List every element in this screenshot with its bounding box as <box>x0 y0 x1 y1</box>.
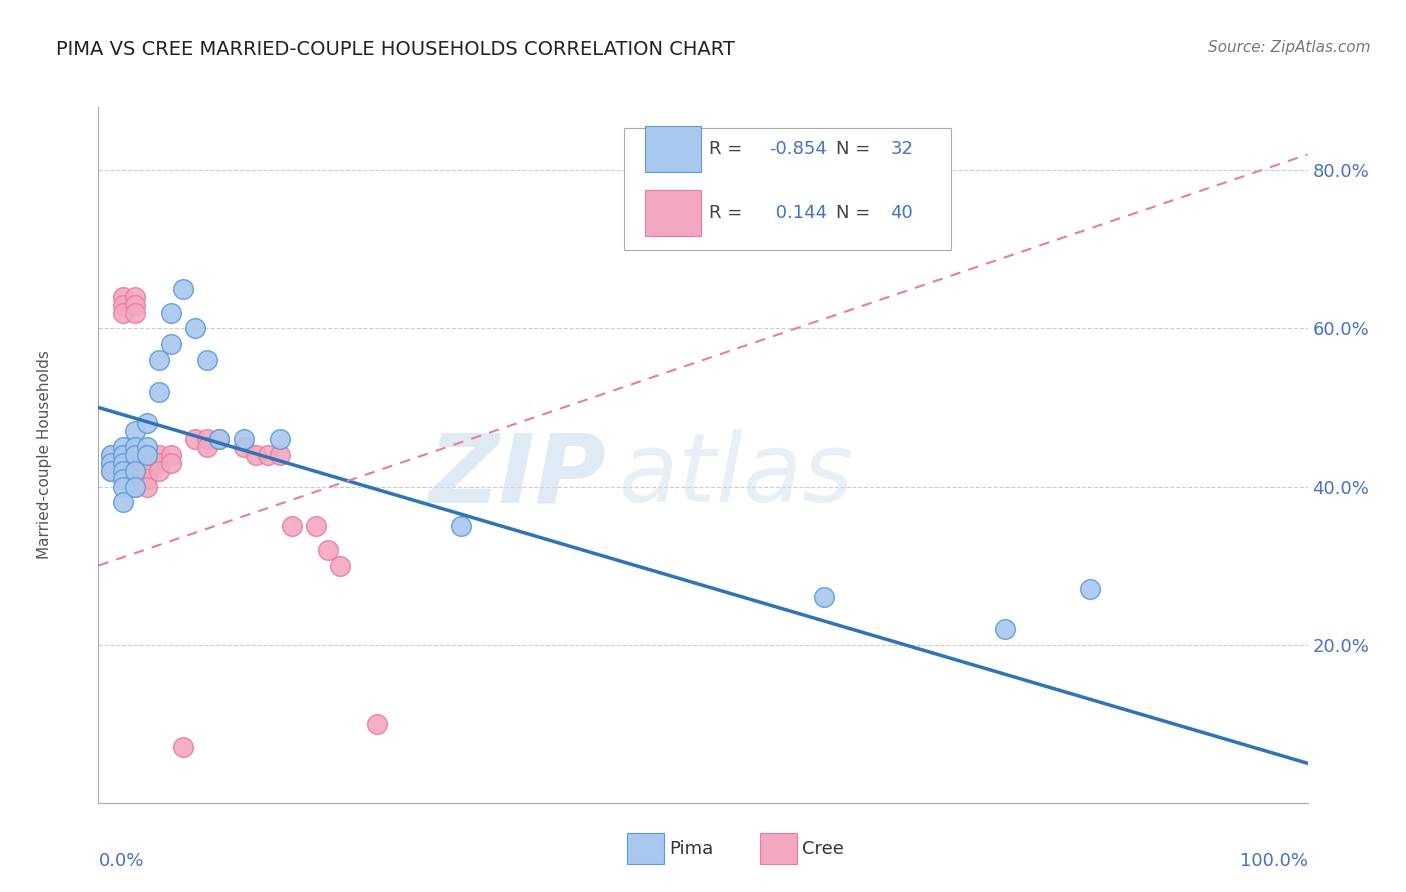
Point <box>813 591 835 605</box>
Point <box>160 305 183 319</box>
Point <box>124 298 146 312</box>
Point <box>195 353 218 368</box>
Point <box>111 298 134 312</box>
Point <box>100 456 122 470</box>
Point <box>111 472 134 486</box>
Point <box>111 495 134 509</box>
Point <box>208 432 231 446</box>
Point <box>135 472 157 486</box>
Point <box>160 448 183 462</box>
Text: -0.854: -0.854 <box>769 140 827 158</box>
Text: N =: N = <box>837 140 870 158</box>
Point <box>305 519 328 533</box>
Point <box>124 472 146 486</box>
Text: 32: 32 <box>890 140 914 158</box>
Text: 100.0%: 100.0% <box>1240 852 1308 870</box>
Point <box>160 456 183 470</box>
Point <box>135 417 157 431</box>
Text: 0.0%: 0.0% <box>98 852 143 870</box>
Point <box>111 305 134 319</box>
Point <box>366 716 388 731</box>
Point <box>329 558 352 573</box>
Point <box>111 456 134 470</box>
Point <box>172 740 194 755</box>
Text: Pima: Pima <box>669 839 713 858</box>
Point <box>256 448 278 462</box>
Point <box>124 464 146 478</box>
Point <box>111 479 134 493</box>
Point <box>281 519 304 533</box>
FancyBboxPatch shape <box>645 126 700 172</box>
Text: PIMA VS CREE MARRIED-COUPLE HOUSEHOLDS CORRELATION CHART: PIMA VS CREE MARRIED-COUPLE HOUSEHOLDS C… <box>56 40 735 59</box>
Point <box>195 432 218 446</box>
Point <box>100 448 122 462</box>
Point <box>100 464 122 478</box>
Text: Cree: Cree <box>803 839 844 858</box>
Point <box>232 432 254 446</box>
Point <box>135 456 157 470</box>
Point <box>100 456 122 470</box>
Point <box>269 448 291 462</box>
Point <box>100 464 122 478</box>
Text: Source: ZipAtlas.com: Source: ZipAtlas.com <box>1208 40 1371 55</box>
Point <box>124 424 146 438</box>
Point <box>135 464 157 478</box>
Point <box>124 479 146 493</box>
FancyBboxPatch shape <box>759 833 797 864</box>
Text: atlas: atlas <box>619 429 853 523</box>
Point <box>172 282 194 296</box>
FancyBboxPatch shape <box>624 128 950 250</box>
Point <box>111 440 134 454</box>
Text: Married-couple Households: Married-couple Households <box>37 351 52 559</box>
Point <box>148 353 170 368</box>
Point <box>124 440 146 454</box>
Point <box>245 448 267 462</box>
Point <box>450 519 472 533</box>
Text: 40: 40 <box>890 203 912 222</box>
Point <box>100 448 122 462</box>
FancyBboxPatch shape <box>627 833 664 864</box>
Text: R =: R = <box>709 140 742 158</box>
Point <box>160 337 183 351</box>
Point <box>135 448 157 462</box>
Text: 0.144: 0.144 <box>769 203 827 222</box>
Point <box>184 432 207 446</box>
Point <box>148 384 170 399</box>
Point <box>232 440 254 454</box>
Point <box>124 456 146 470</box>
Point <box>135 479 157 493</box>
Point <box>269 432 291 446</box>
Point <box>148 464 170 478</box>
Point <box>195 440 218 454</box>
Point <box>148 448 170 462</box>
Point <box>124 464 146 478</box>
FancyBboxPatch shape <box>645 190 700 235</box>
Point <box>994 622 1017 636</box>
Point <box>124 448 146 462</box>
Point <box>111 290 134 304</box>
Text: ZIP: ZIP <box>429 429 606 523</box>
Point <box>135 448 157 462</box>
Point <box>111 464 134 478</box>
Point <box>316 542 339 557</box>
Point <box>124 448 146 462</box>
Point <box>148 456 170 470</box>
Point <box>135 440 157 454</box>
Text: R =: R = <box>709 203 742 222</box>
Point <box>124 290 146 304</box>
Point <box>124 479 146 493</box>
Point <box>208 432 231 446</box>
Text: N =: N = <box>837 203 870 222</box>
Point <box>111 456 134 470</box>
Point <box>111 448 134 462</box>
Point <box>1078 582 1101 597</box>
Point <box>184 321 207 335</box>
Point <box>111 448 134 462</box>
Point <box>124 305 146 319</box>
